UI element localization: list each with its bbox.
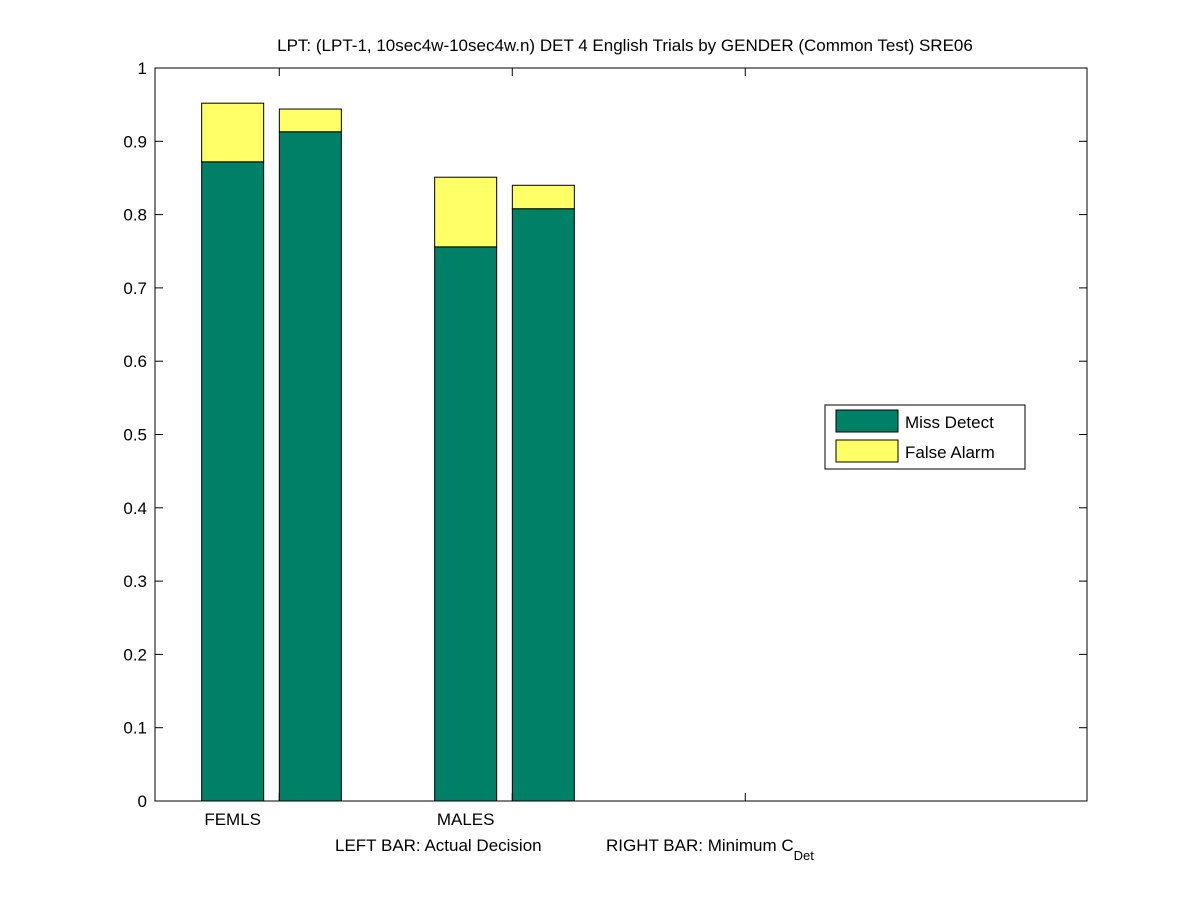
x-axis-label-right-subscript: Det bbox=[794, 848, 815, 863]
y-tick-label-9: 0.9 bbox=[123, 132, 147, 151]
legend-label-false-alarm: False Alarm bbox=[905, 443, 995, 462]
x-axis-label-right: RIGHT BAR: Minimum CDet bbox=[606, 836, 814, 863]
y-tick-label-4: 0.4 bbox=[123, 499, 147, 518]
y-tick-label-0: 0 bbox=[138, 792, 147, 811]
plot-area: 0 0.1 0.2 0.3 0.4 0.5 0.6 0.7 0.8 0.9 1 FEMLS MALES bbox=[123, 59, 1088, 829]
bar-miss-detect-1 bbox=[278, 131, 342, 802]
x-axis-label-left: LEFT BAR: Actual Decision bbox=[335, 836, 542, 855]
x-axis-label: LEFT BAR: Actual Decision RIGHT BAR: Min… bbox=[335, 836, 814, 863]
bar-false-alarm-3 bbox=[511, 184, 575, 210]
y-tick-label-7: 0.7 bbox=[123, 279, 147, 298]
legend: Miss Detect False Alarm bbox=[824, 404, 1026, 470]
bar-miss-detect-2 bbox=[434, 246, 498, 802]
legend-swatch-miss-detect bbox=[835, 409, 899, 433]
y-tick-label-3: 0.3 bbox=[123, 572, 147, 591]
y-tick-label-1: 0.1 bbox=[123, 719, 147, 738]
y-tick-label-10: 1 bbox=[138, 59, 147, 78]
bar-false-alarm-0 bbox=[201, 102, 265, 163]
legend-swatch-false-alarm bbox=[835, 439, 899, 463]
x-group-label-0: FEMLS bbox=[204, 810, 261, 829]
y-tick-label-5: 0.5 bbox=[123, 426, 147, 445]
y-tick-label-2: 0.2 bbox=[123, 645, 147, 664]
y-tick-label-6: 0.6 bbox=[123, 352, 147, 371]
bar-miss-detect-3 bbox=[511, 208, 575, 802]
bar-false-alarm-2 bbox=[434, 176, 498, 248]
bar-miss-detect-0 bbox=[201, 161, 265, 802]
bar-false-alarm-1 bbox=[278, 108, 342, 133]
chart-title: LPT: (LPT-1, 10sec4w-10sec4w.n) DET 4 En… bbox=[277, 36, 973, 55]
y-tick-label-8: 0.8 bbox=[123, 206, 147, 225]
legend-label-miss-detect: Miss Detect bbox=[905, 413, 994, 432]
x-group-label-1: MALES bbox=[437, 810, 495, 829]
x-axis-label-right-prefix: RIGHT BAR: Minimum C bbox=[606, 836, 794, 855]
